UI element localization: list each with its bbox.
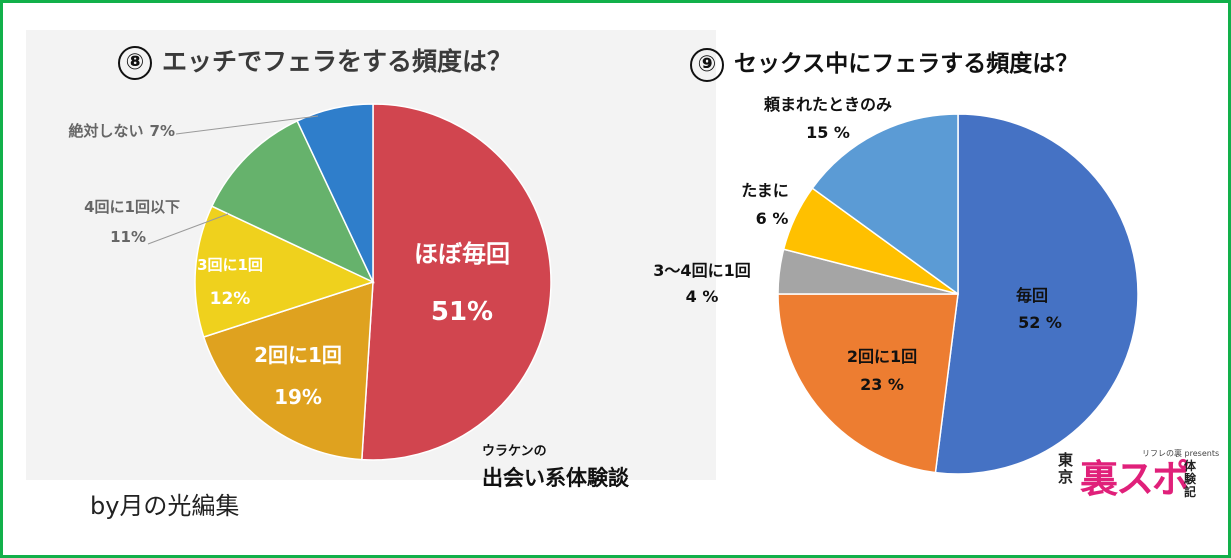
chart1-slice-3 (194, 205, 376, 338)
chart1-leader-line-4 (147, 213, 229, 245)
brand-small-text: ウラケンの (482, 444, 547, 459)
chart1-slice-4-value: 11% (110, 228, 146, 246)
chart1-slice-4-name: 4回に1回以下 (84, 198, 180, 216)
chart2-slice-4-name: たまに (741, 181, 789, 200)
chart1-slice-3-value: 12% (210, 289, 251, 309)
chart1-title: ⑧ エッチでフェラをする頻度は？ (118, 42, 512, 80)
brand-big-text: 出会い系体験談 (482, 466, 629, 490)
chart1-slice-1-name: ほぼ毎回 (414, 240, 510, 268)
chart1-slice-5 (296, 103, 374, 283)
chart2-slice-1 (934, 113, 1139, 475)
logo-taiken-text: 体験記 (1184, 459, 1197, 499)
chart1-slice-3-name: 3回に1回 (197, 256, 263, 274)
chart2-slice-3-name: 3～4回に1回 (653, 261, 750, 280)
chart1-slice-2 (202, 280, 374, 461)
chart1-slice-5-value: 7% (150, 122, 175, 140)
chart2-slice-2 (777, 293, 959, 474)
logo-main-text: 裏スポ (1080, 457, 1190, 501)
chart2-number-badge: ⑨ (690, 47, 724, 82)
logo-sub-text: リフレの裏 presents (1142, 449, 1220, 458)
logo-tokyo-text: 東京 (1058, 451, 1074, 486)
chart1-number-badge: ⑧ (118, 46, 152, 80)
credit-text: by月の光編集 (90, 492, 240, 520)
chart1-slice-1-value: 51% (431, 297, 493, 327)
chart1-title-text: エッチでフェラをする頻度は？ (162, 47, 513, 76)
chart1-slice-5-name: 絶対しない (69, 122, 144, 140)
chart1-label-5: 絶対しない 7% (69, 122, 175, 140)
chart2-slice-2-name: 2回に1回 (847, 347, 917, 366)
chart2-title-text: セックス中にフェラする頻度は？ (734, 51, 1079, 77)
chart2-slice-1-value: 52 % (1018, 313, 1062, 332)
chart2-slice-5 (811, 113, 959, 296)
chart2-title: ⑨ セックス中にフェラする頻度は？ (690, 44, 1078, 82)
chart2-slice-5-value: 15 % (806, 123, 850, 142)
chart2-slice-2-value: 23 % (860, 375, 904, 394)
chart1-slice-2-name: 2回に1回 (254, 343, 342, 367)
ura-spo-logo: 東京 裏スポ リフレの裏 presents 体験記 (1058, 448, 1219, 501)
chart2-slice-4-value: 6 % (756, 209, 789, 228)
chart2-slice-3-value: 4 % (686, 287, 719, 306)
chart1-slice-2-value: 19% (274, 385, 322, 409)
chart1-leader-line-5 (175, 115, 319, 135)
chart1-slice-4 (210, 119, 375, 284)
chart1-slice-1 (361, 103, 552, 461)
chart2-slice-1-name: 毎回 (1016, 286, 1048, 305)
chart2-slice-5-name: 頼まれたときのみ (764, 95, 892, 114)
